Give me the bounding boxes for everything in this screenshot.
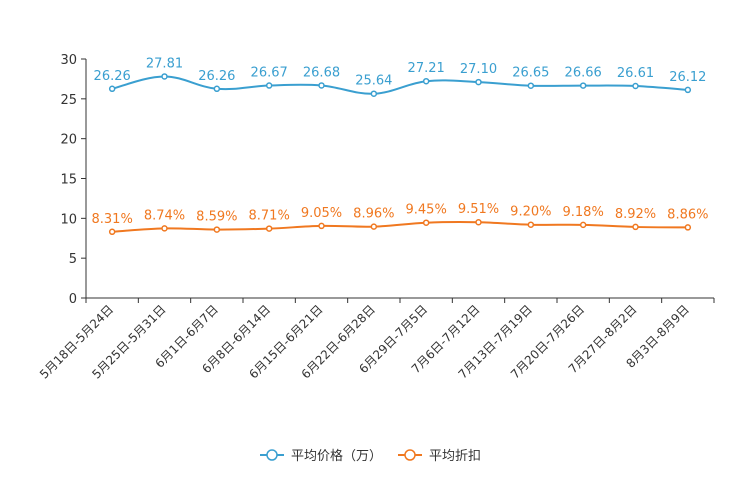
data-point[interactable] [370,90,378,97]
data-label: 27.21 [408,61,445,76]
legend[interactable]: 平均价格（万） 平均折扣 [260,448,481,464]
data-point[interactable] [161,73,168,80]
data-point[interactable] [684,224,692,231]
data-label: 26.12 [669,70,706,85]
data-label: 26.26 [94,69,131,84]
y-tick-label: 15 [60,173,77,188]
data-label: 9.05% [301,206,342,221]
data-label: 8.71% [249,209,290,224]
data-point[interactable] [579,82,587,89]
data-point[interactable] [422,77,430,85]
data-point[interactable] [422,219,430,226]
data-point[interactable] [108,228,116,236]
data-point[interactable] [161,225,168,232]
data-point[interactable] [318,82,325,89]
data-label: 8.86% [667,207,708,222]
legend-item-1[interactable]: 平均折扣 [398,449,481,464]
data-label: 26.66 [565,66,602,81]
data-label: 9.51% [458,202,499,217]
y-tick-label: 20 [60,133,77,148]
data-label: 9.20% [510,205,551,220]
legend-swatch-marker [404,449,416,461]
legend-item-0[interactable]: 平均价格（万） [260,448,382,464]
y-tick-label: 30 [60,53,77,68]
data-point[interactable] [579,221,587,229]
y-tick-label: 25 [60,93,77,108]
series-line-1 [112,221,688,233]
legend-label: 平均折扣 [429,449,481,464]
data-point[interactable] [213,226,221,233]
data-point[interactable] [265,82,273,89]
data-label: 8.96% [353,207,394,222]
y-tick-label: 0 [69,292,77,307]
y-tick-label: 10 [60,212,77,227]
data-label: 27.81 [146,56,183,71]
data-labels: 26.26 27.81 26.26 26.67 26.68 25.64 27.21 27.10… [92,56,709,226]
data-point[interactable] [684,86,692,94]
data-point[interactable] [475,78,482,86]
data-label: 9.45% [406,203,447,218]
data-label: 9.18% [563,205,604,220]
x-axis-ticks: 5月18日-5月24日5月25日-5月31日6月1日-6月7日6月8日-6月14… [37,298,715,382]
data-label: 8.74% [144,208,185,223]
data-point[interactable] [108,85,116,93]
data-label: 26.61 [617,66,654,81]
data-label: 8.59% [196,210,237,225]
data-point[interactable] [475,218,482,226]
legend-swatch-marker [266,449,278,461]
data-label: 26.26 [198,69,235,84]
data-label: 8.92% [615,207,656,222]
data-label: 27.10 [460,62,497,77]
data-label: 8.31% [92,212,133,227]
data-point[interactable] [318,222,325,230]
legend-label: 平均价格（万） [291,448,382,464]
data-point[interactable] [370,223,378,230]
data-point[interactable] [527,82,535,89]
data-point[interactable] [527,221,535,228]
data-label: 26.68 [303,65,340,80]
data-point[interactable] [632,82,639,90]
data-point[interactable] [265,225,273,232]
data-label: 25.64 [355,74,392,89]
data-point[interactable] [632,223,639,231]
data-label: 26.67 [251,66,288,81]
series-line-0 [111,75,688,95]
data-label: 26.65 [512,66,549,81]
series-group [108,73,692,236]
data-point[interactable] [213,85,221,93]
y-tick-label: 5 [69,252,77,267]
